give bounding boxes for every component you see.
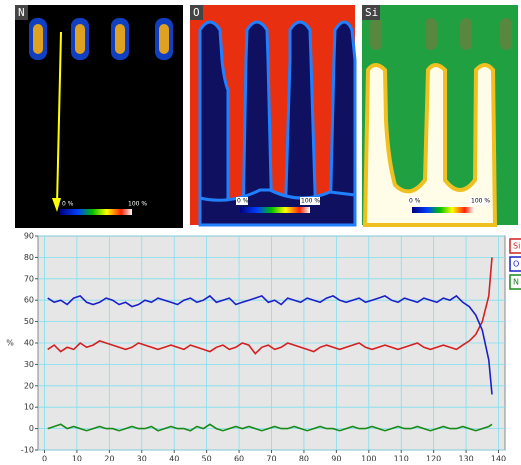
y-tick-label: 0 [29, 424, 34, 433]
y-axis-label: % [6, 339, 14, 348]
x-tick-label: 20 [104, 455, 114, 462]
x-tick-label: 140 [491, 455, 506, 462]
si-map: Si 0 % 100 % [362, 5, 518, 227]
n-map: N 0 % 100 % [15, 5, 183, 228]
legend: Si ON [509, 238, 521, 290]
legend-label: N [513, 278, 519, 287]
scale-min: 0 % [237, 198, 249, 205]
legend-swatch [509, 274, 521, 290]
lines [47, 257, 493, 432]
scale-max: 100 % [471, 198, 490, 205]
x-tick-label: 90 [331, 455, 341, 462]
scale-max: 100 % [128, 201, 147, 208]
legend-label: Si [513, 242, 520, 251]
x-tick-label: 10 [72, 455, 82, 462]
y-tick-label: 50 [24, 317, 34, 326]
y-tick-label: 30 [24, 360, 34, 369]
scale-max: 100 % [301, 198, 320, 205]
x-tick-label: 60 [234, 455, 244, 462]
y-tick-label: -10 [21, 446, 34, 455]
series-line [47, 423, 493, 432]
o-map: O 0 % 100 % [190, 5, 357, 227]
legend-label: O [513, 260, 519, 269]
x-tick-label: 110 [394, 455, 409, 462]
x-tick-label: 100 [361, 455, 376, 462]
scale-min: 0 % [409, 198, 421, 205]
map-label: N [18, 6, 25, 19]
scale-min: 0 % [62, 201, 74, 208]
x-tick-label: 0 [42, 455, 47, 462]
y-tick-label: 60 [24, 296, 34, 305]
map-label: Si [365, 6, 378, 19]
series-line [47, 294, 493, 395]
series-line [47, 257, 493, 355]
legend-swatch [509, 238, 521, 254]
x-tick-label: 70 [266, 455, 276, 462]
y-tick-label: 40 [24, 339, 34, 348]
y-tick-label: 80 [24, 253, 34, 262]
x-tick-label: 30 [137, 455, 147, 462]
y-tick-label: 70 [24, 274, 34, 283]
x-tick-label: 80 [299, 455, 309, 462]
x-tick-label: 40 [169, 455, 179, 462]
y-tick-label: 20 [24, 381, 34, 390]
y-tick-label: 10 [24, 403, 34, 412]
x-tick-label: 130 [458, 455, 473, 462]
grid [35, 235, 505, 453]
x-tick-label: 50 [202, 455, 212, 462]
map-label: O [193, 6, 200, 19]
y-tick-label: 90 [24, 232, 34, 241]
legend-swatch [509, 256, 521, 272]
x-tick-label: 120 [426, 455, 441, 462]
